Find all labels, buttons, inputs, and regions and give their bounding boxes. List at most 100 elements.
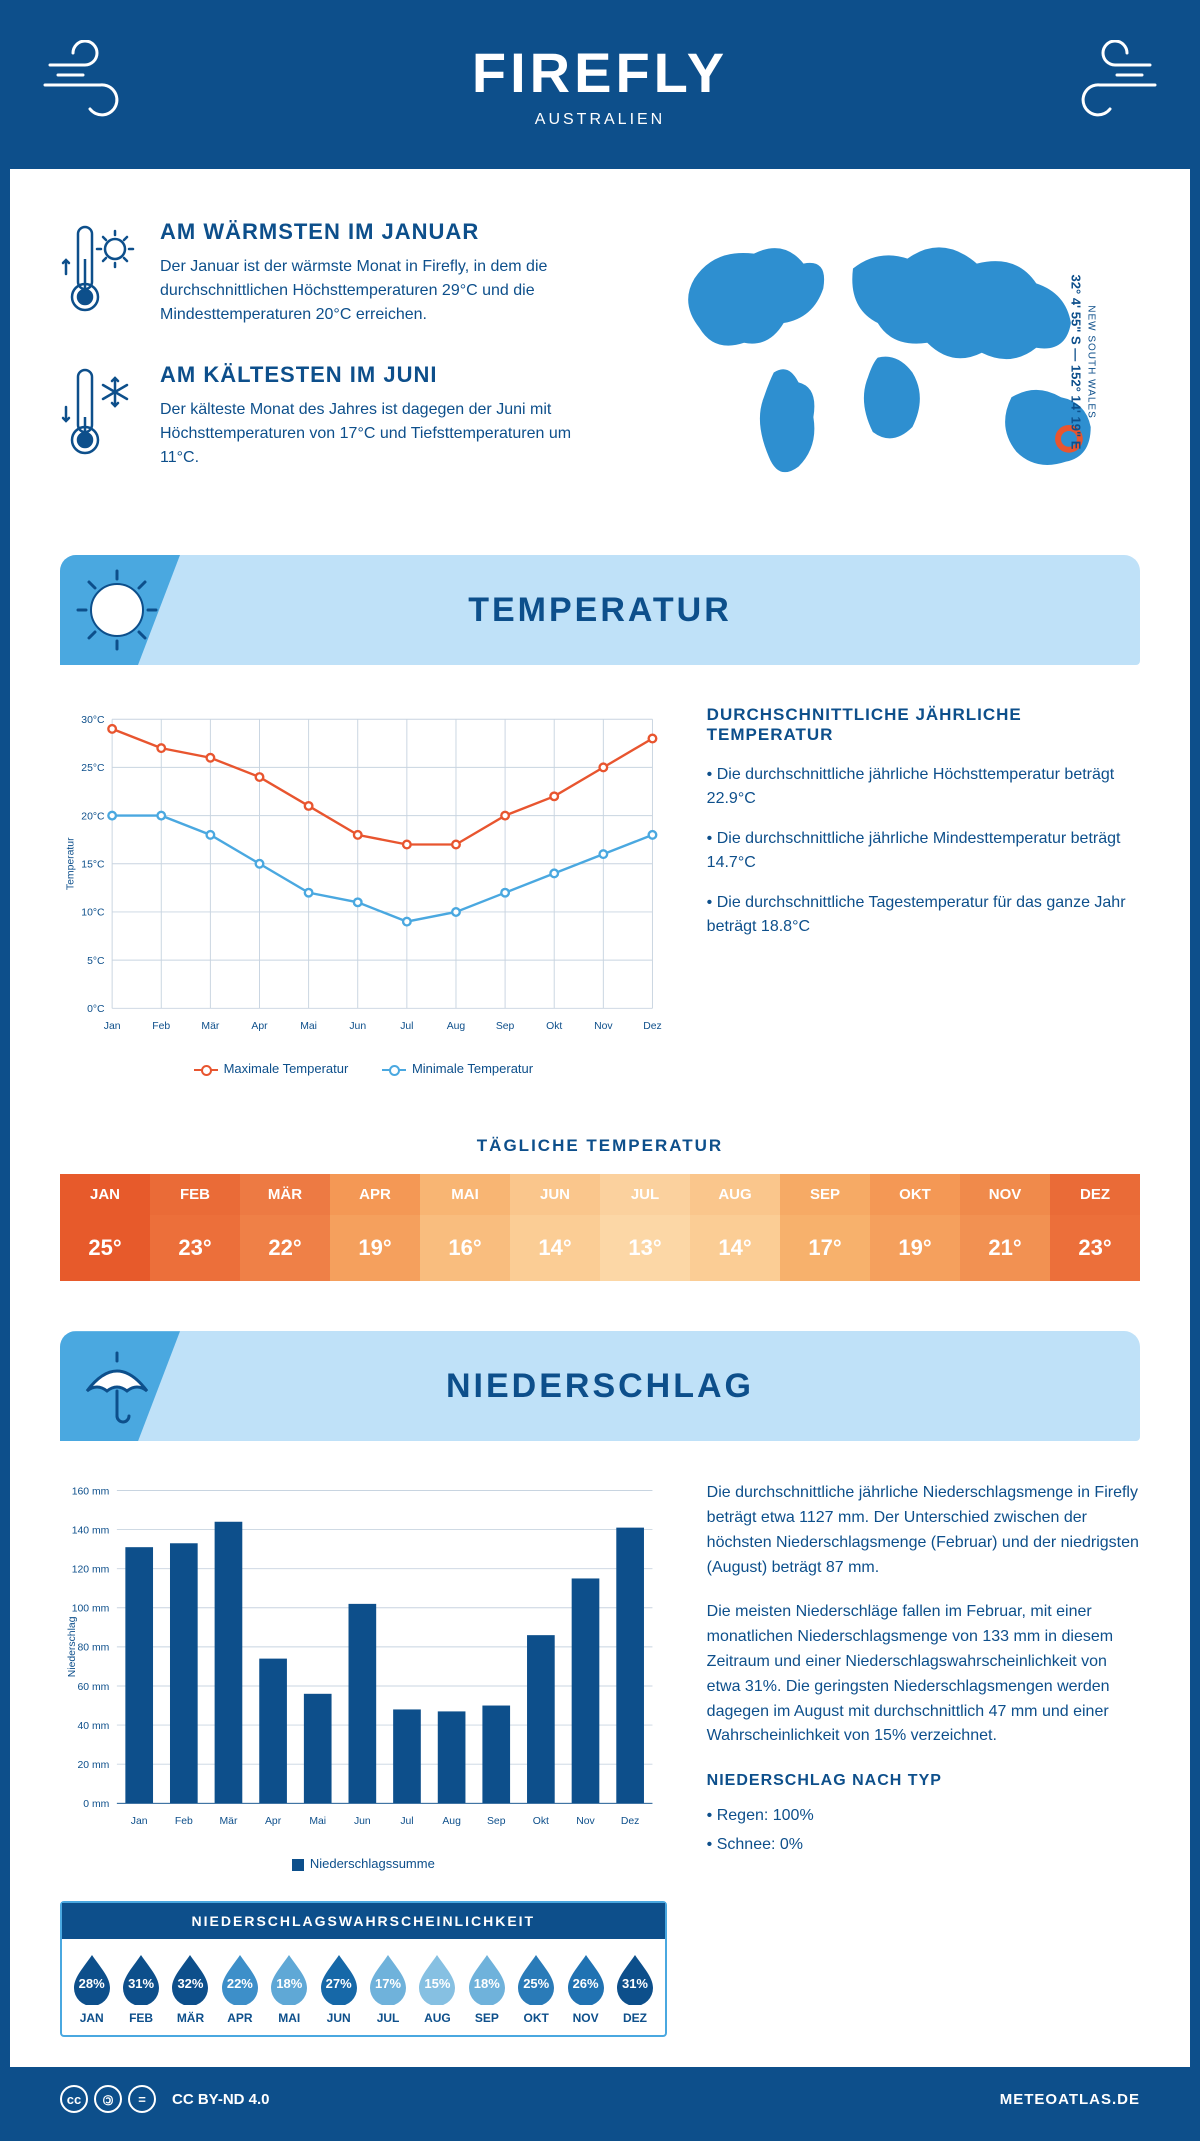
thermometer-sun-icon (60, 219, 140, 327)
precipitation-description: Die durchschnittliche jährliche Niedersc… (707, 1481, 1140, 2037)
temp-cell: JAN 25° (60, 1174, 150, 1281)
prob-cell: 26% NOV (562, 1953, 609, 2025)
daily-temp-title: TÄGLICHE TEMPERATUR (10, 1136, 1190, 1156)
svg-text:Nov: Nov (594, 1021, 613, 1032)
svg-text:Jan: Jan (131, 1816, 148, 1827)
probability-title: NIEDERSCHLAGSWAHRSCHEINLICHKEIT (62, 1903, 665, 1939)
header: FIREFLY AUSTRALIEN (10, 10, 1190, 169)
coldest-title: AM KÄLTESTEN IM JUNI (160, 362, 605, 388)
coordinates: NEW SOUTH WALES 32° 4' 55" S — 152° 14' … (1069, 275, 1097, 450)
svg-text:0°C: 0°C (87, 1004, 105, 1015)
svg-text:25°C: 25°C (81, 763, 105, 774)
svg-text:Sep: Sep (496, 1021, 515, 1032)
page-frame: FIREFLY AUSTRALIEN (0, 0, 1200, 2141)
svg-text:Dez: Dez (643, 1021, 662, 1032)
svg-text:120 mm: 120 mm (72, 1565, 110, 1576)
svg-text:100 mm: 100 mm (72, 1604, 110, 1615)
prob-cell: 22% APR (216, 1953, 263, 2025)
svg-text:20 mm: 20 mm (77, 1760, 109, 1771)
temperature-banner: TEMPERATUR (60, 555, 1140, 665)
precipitation-heading: NIEDERSCHLAG (446, 1367, 754, 1406)
temp-cell: AUG 14° (690, 1174, 780, 1281)
svg-text:140 mm: 140 mm (72, 1526, 110, 1537)
temperature-chart: 0°C5°C10°C15°C20°C25°C30°CJanFebMärAprMa… (60, 705, 667, 1076)
nd-icon: = (128, 2085, 156, 2113)
temp-cell: DEZ 23° (1050, 1174, 1140, 1281)
temp-cell: FEB 23° (150, 1174, 240, 1281)
umbrella-icon (72, 1341, 162, 1431)
temperature-description: DURCHSCHNITTLICHE JÄHRLICHE TEMPERATUR •… (707, 705, 1140, 1076)
warmest-title: AM WÄRMSTEN IM JANUAR (160, 219, 605, 245)
temperature-heading: TEMPERATUR (468, 591, 732, 630)
prob-cell: 18% SEP (463, 1953, 510, 2025)
svg-text:15°C: 15°C (81, 860, 105, 871)
prob-cell: 15% AUG (414, 1953, 461, 2025)
wind-icon-left (40, 40, 150, 120)
precip-legend: Niederschlagssumme (60, 1856, 667, 1871)
intro-section: AM WÄRMSTEN IM JANUAR Der Januar ist der… (10, 169, 1190, 545)
warmest-text: Der Januar ist der wärmste Monat in Fire… (160, 255, 605, 327)
page-subtitle: AUSTRALIEN (30, 111, 1170, 129)
svg-text:Nov: Nov (576, 1816, 595, 1827)
svg-text:Jul: Jul (400, 1816, 413, 1827)
coldest-block: AM KÄLTESTEN IM JUNI Der kälteste Monat … (60, 362, 605, 470)
svg-text:Mai: Mai (300, 1021, 317, 1032)
prob-cell: 27% JUN (315, 1953, 362, 2025)
legend-max: Maximale Temperatur (194, 1061, 349, 1076)
svg-text:Feb: Feb (175, 1816, 193, 1827)
temp-cell: JUN 14° (510, 1174, 600, 1281)
temp-cell: SEP 17° (780, 1174, 870, 1281)
coldest-text: Der kälteste Monat des Jahres ist dagege… (160, 398, 605, 470)
prob-cell: 25% OKT (513, 1953, 560, 2025)
svg-text:40 mm: 40 mm (77, 1721, 109, 1732)
temp-cell: MAI 16° (420, 1174, 510, 1281)
cc-icon: cc (60, 2085, 88, 2113)
svg-text:Mär: Mär (201, 1021, 219, 1032)
prob-cell: 17% JUL (364, 1953, 411, 2025)
svg-text:160 mm: 160 mm (72, 1487, 110, 1498)
prob-cell: 32% MÄR (167, 1953, 214, 2025)
prob-cell: 31% DEZ (611, 1953, 658, 2025)
svg-text:Jun: Jun (349, 1021, 366, 1032)
daily-temp-table: JAN 25° FEB 23° MÄR 22° APR 19° MAI 16° … (60, 1174, 1140, 1281)
svg-text:5°C: 5°C (87, 956, 105, 967)
svg-text:Feb: Feb (152, 1021, 170, 1032)
svg-text:60 mm: 60 mm (77, 1682, 109, 1693)
brand: METEOATLAS.DE (1000, 2091, 1140, 2108)
svg-text:0 mm: 0 mm (83, 1799, 109, 1810)
svg-text:Jun: Jun (354, 1816, 371, 1827)
temp-cell: MÄR 22° (240, 1174, 330, 1281)
wind-icon-right (1050, 40, 1160, 120)
svg-text:Apr: Apr (265, 1816, 282, 1827)
svg-text:Mai: Mai (309, 1816, 326, 1827)
svg-text:Apr: Apr (251, 1021, 268, 1032)
license-badges: cc 🄯 = CC BY-ND 4.0 (60, 2085, 270, 2113)
svg-text:Okt: Okt (546, 1021, 562, 1032)
precipitation-chart: 0 mm 20 mm 40 mm 60 mm 80 mm 100 mm 120 mm 140 … (60, 1481, 667, 1841)
svg-text:Mär: Mär (219, 1816, 237, 1827)
precipitation-banner: NIEDERSCHLAG (60, 1331, 1140, 1441)
prob-cell: 18% MAI (266, 1953, 313, 2025)
temp-cell: APR 19° (330, 1174, 420, 1281)
svg-text:10°C: 10°C (81, 908, 105, 919)
prob-cell: 28% JAN (68, 1953, 115, 2025)
svg-text:Aug: Aug (442, 1816, 461, 1827)
svg-text:Niederschlag: Niederschlag (67, 1617, 78, 1678)
sun-icon (72, 565, 162, 655)
svg-text:Sep: Sep (487, 1816, 506, 1827)
thermometer-snow-icon (60, 362, 140, 470)
temp-cell: JUL 13° (600, 1174, 690, 1281)
temp-cell: OKT 19° (870, 1174, 960, 1281)
svg-text:Temperatur: Temperatur (65, 837, 76, 890)
page-title: FIREFLY (30, 40, 1170, 105)
svg-text:80 mm: 80 mm (77, 1643, 109, 1654)
temp-cell: NOV 21° (960, 1174, 1050, 1281)
by-icon: 🄯 (94, 2085, 122, 2113)
license-text: CC BY-ND 4.0 (172, 2091, 270, 2108)
world-map (645, 219, 1140, 496)
probability-box: NIEDERSCHLAGSWAHRSCHEINLICHKEIT 28% JAN … (60, 1901, 667, 2037)
legend-min: Minimale Temperatur (382, 1061, 533, 1076)
prob-cell: 31% FEB (117, 1953, 164, 2025)
warmest-block: AM WÄRMSTEN IM JANUAR Der Januar ist der… (60, 219, 605, 327)
svg-text:Jul: Jul (400, 1021, 413, 1032)
